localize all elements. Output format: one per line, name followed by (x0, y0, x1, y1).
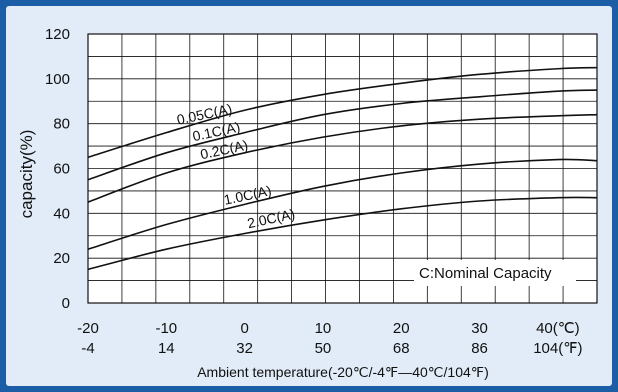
x-tick-label-celsius: -10 (155, 320, 177, 337)
capacity-temperature-chart: 0.05C(A)0.1C(A)0.2C(A)1.0C(A)2.0C(A) 0 20… (17, 26, 598, 380)
series-line (87, 113, 598, 203)
y-tick-label: 120 (45, 26, 70, 43)
y-axis-label: capacity(%) (17, 130, 36, 219)
grid (87, 33, 598, 304)
x-tick-label-fahrenheit: 50 (315, 340, 332, 357)
y-tick-label: 100 (45, 71, 70, 88)
x-tick-label-fahrenheit: 32 (236, 340, 253, 357)
annotation-box (414, 260, 576, 286)
y-tick-label: 0 (62, 295, 70, 312)
x-axis-label: Ambient temperature(-20℃/-4℉—40℃/104℉) (197, 364, 489, 380)
tick-labels: 0 20 40 60 80 100 120 -20 -4 -10 14 0 32 10 50 20 68 30 86… (45, 26, 583, 357)
series-line (87, 66, 598, 159)
x-tick-label-celsius: -20 (77, 320, 99, 337)
x-tick-label-celsius: 40(℃) (536, 320, 580, 337)
y-tick-label: 60 (53, 161, 70, 178)
series-line (87, 158, 598, 250)
series-lines (87, 66, 598, 271)
x-tick-label-celsius: 30 (471, 320, 488, 337)
series-labels: 0.05C(A)0.1C(A)0.2C(A)1.0C(A)2.0C(A) (175, 100, 296, 231)
series-line (87, 196, 598, 271)
x-tick-label-fahrenheit: 86 (471, 340, 488, 357)
annotation-text: C:Nominal Capacity (419, 265, 552, 282)
x-tick-label-fahrenheit: 68 (393, 340, 410, 357)
y-tick-label: 20 (53, 250, 70, 267)
x-tick-label-celsius: 20 (393, 320, 410, 337)
chart-panel: 0.05C(A) 0.1C(A) 0.2C(A) 1.0C(A) 2.0C(A) 0 20… (6, 6, 612, 386)
x-tick-label-fahrenheit: -4 (81, 340, 94, 357)
x-tick-label-celsius: 10 (315, 320, 332, 337)
y-tick-label: 80 (53, 116, 70, 133)
x-tick-label-fahrenheit: 104(℉) (533, 340, 582, 357)
series-line (87, 89, 598, 181)
x-tick-label-fahrenheit: 14 (158, 340, 175, 357)
x-tick-label-celsius: 0 (240, 320, 248, 337)
y-tick-label: 40 (53, 205, 70, 222)
